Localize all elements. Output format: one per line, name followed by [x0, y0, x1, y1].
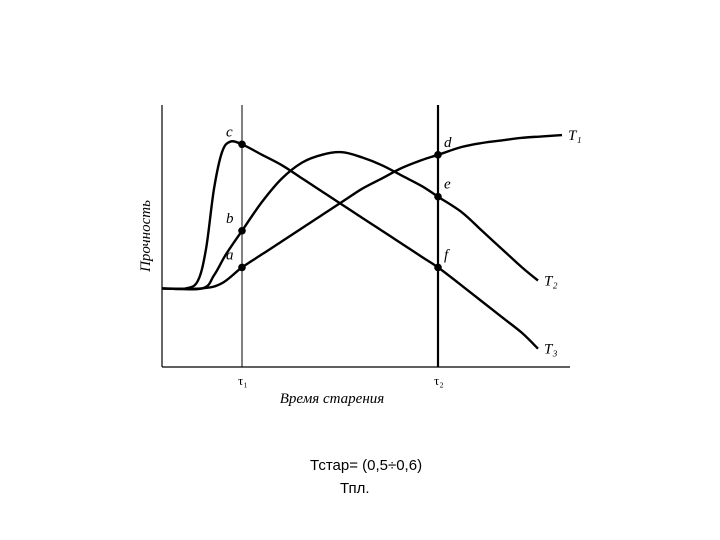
- point-label-f: f: [444, 247, 450, 263]
- tau-marker-label-2: τ₂: [434, 373, 444, 388]
- series-label-2: T₂: [544, 274, 558, 290]
- tau-marker-label-1: τ₁: [238, 373, 248, 388]
- chart-area: τ₁ τ₂ T₁ T₂ T₃ c b a d e f Время старения Прочность: [128, 95, 588, 415]
- point-b: [238, 226, 246, 235]
- caption-line-1: Тстар= (0,5÷0,6): [310, 457, 423, 474]
- y-axis-title: Прочность: [138, 200, 154, 273]
- point-a: [238, 263, 246, 272]
- series-label-3: T₃: [544, 342, 558, 358]
- point-f: [434, 263, 442, 272]
- point-label-e: e: [444, 177, 451, 193]
- point-label-d: d: [444, 135, 452, 151]
- caption-line-2: Тпл.: [340, 480, 370, 497]
- point-e: [434, 192, 442, 201]
- point-label-c: c: [226, 124, 233, 140]
- series-line-2: [161, 150, 539, 291]
- point-label-a: a: [226, 247, 234, 263]
- x-axis-title: Время старения: [280, 391, 385, 407]
- strength-aging-chart: τ₁ τ₂ T₁ T₂ T₃ c b a d e f Время старения Прочность: [138, 105, 582, 407]
- point-c: [238, 140, 246, 149]
- point-d: [434, 150, 442, 159]
- series-label-1: T₁: [568, 128, 582, 144]
- point-label-b: b: [226, 211, 234, 227]
- series-line-3: [161, 140, 539, 350]
